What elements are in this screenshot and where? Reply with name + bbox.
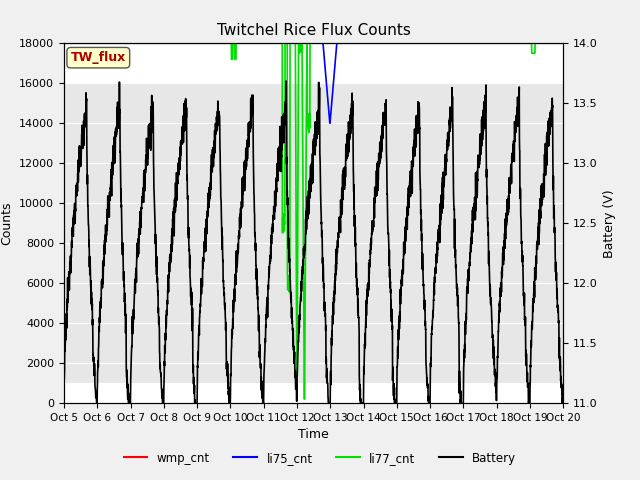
Text: TW_flux: TW_flux (70, 51, 126, 64)
Bar (64, 83, 563, 383)
Title: Twitchel Rice Flux Counts: Twitchel Rice Flux Counts (217, 23, 410, 38)
Y-axis label: Battery (V): Battery (V) (604, 189, 616, 257)
Y-axis label: Counts: Counts (1, 202, 13, 245)
Legend: wmp_cnt, li75_cnt, li77_cnt, Battery: wmp_cnt, li75_cnt, li77_cnt, Battery (119, 447, 521, 469)
X-axis label: Time: Time (298, 429, 329, 442)
